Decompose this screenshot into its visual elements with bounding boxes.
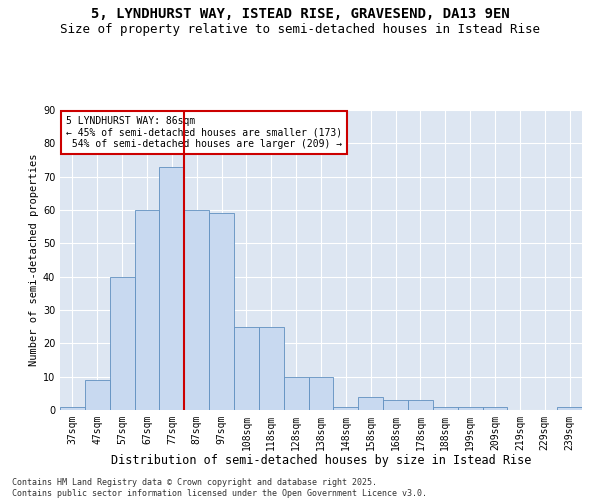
Text: Contains HM Land Registry data © Crown copyright and database right 2025.
Contai: Contains HM Land Registry data © Crown c… <box>12 478 427 498</box>
Bar <box>209 214 234 410</box>
Bar <box>184 210 209 410</box>
Bar <box>358 396 383 410</box>
Bar <box>259 326 284 410</box>
Bar <box>334 406 358 410</box>
Bar <box>234 326 259 410</box>
Bar <box>482 406 508 410</box>
Text: 5, LYNDHURST WAY, ISTEAD RISE, GRAVESEND, DA13 9EN: 5, LYNDHURST WAY, ISTEAD RISE, GRAVESEND… <box>91 8 509 22</box>
Bar <box>308 376 334 410</box>
Bar <box>557 406 582 410</box>
Bar <box>134 210 160 410</box>
Text: Size of property relative to semi-detached houses in Istead Rise: Size of property relative to semi-detach… <box>60 22 540 36</box>
Bar <box>383 400 408 410</box>
Text: 5 LYNDHURST WAY: 86sqm
← 45% of semi-detached houses are smaller (173)
 54% of s: 5 LYNDHURST WAY: 86sqm ← 45% of semi-det… <box>65 116 341 149</box>
X-axis label: Distribution of semi-detached houses by size in Istead Rise: Distribution of semi-detached houses by … <box>111 454 531 468</box>
Bar <box>110 276 134 410</box>
Bar <box>60 406 85 410</box>
Bar <box>433 406 458 410</box>
Bar <box>160 166 184 410</box>
Bar <box>85 380 110 410</box>
Bar <box>408 400 433 410</box>
Y-axis label: Number of semi-detached properties: Number of semi-detached properties <box>29 154 38 366</box>
Bar <box>284 376 308 410</box>
Bar <box>458 406 482 410</box>
